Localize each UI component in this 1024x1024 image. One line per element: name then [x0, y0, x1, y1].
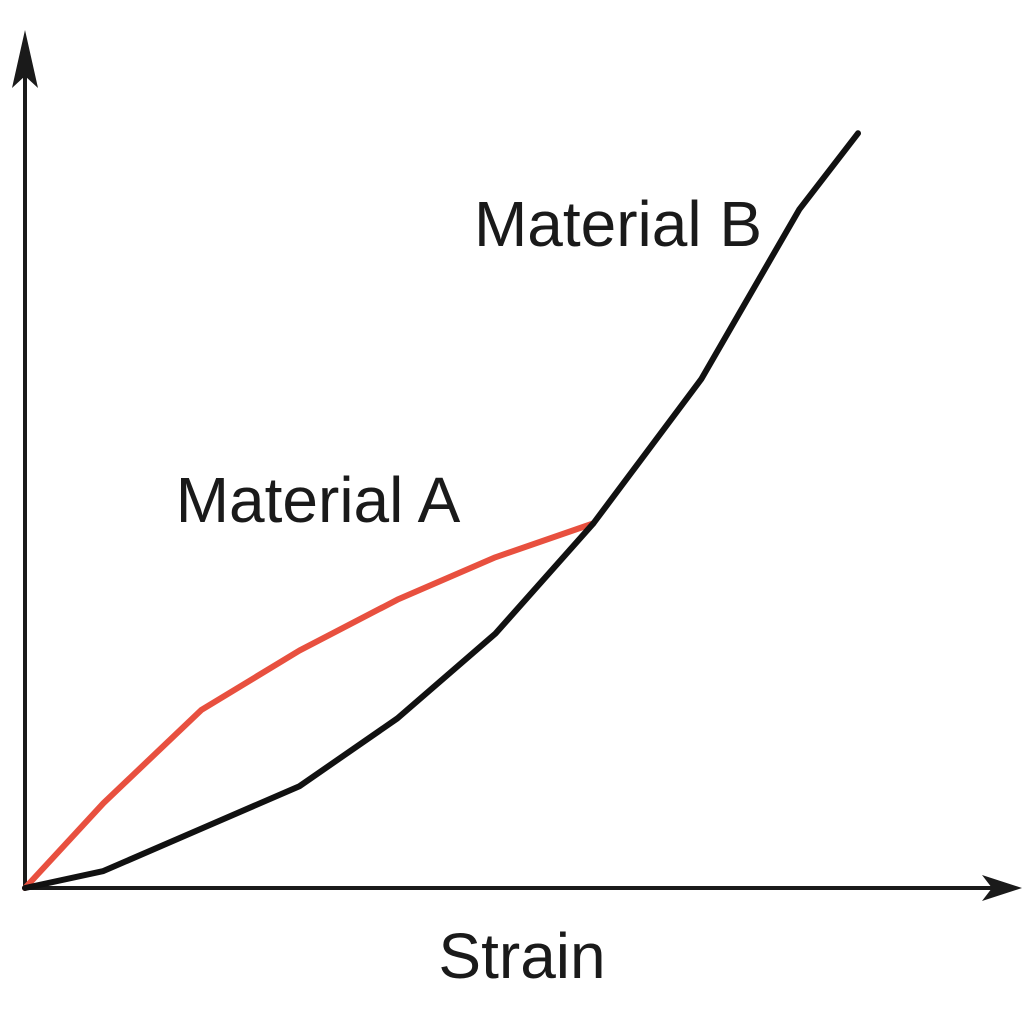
x-axis-arrow [982, 875, 1022, 901]
series-line [22, 130, 861, 891]
series-label: Material A [176, 464, 461, 536]
x-axis-label: Strain [438, 920, 605, 992]
y-axis-arrow [12, 30, 38, 88]
series-label: Material B [474, 188, 762, 260]
series-line [22, 520, 597, 891]
